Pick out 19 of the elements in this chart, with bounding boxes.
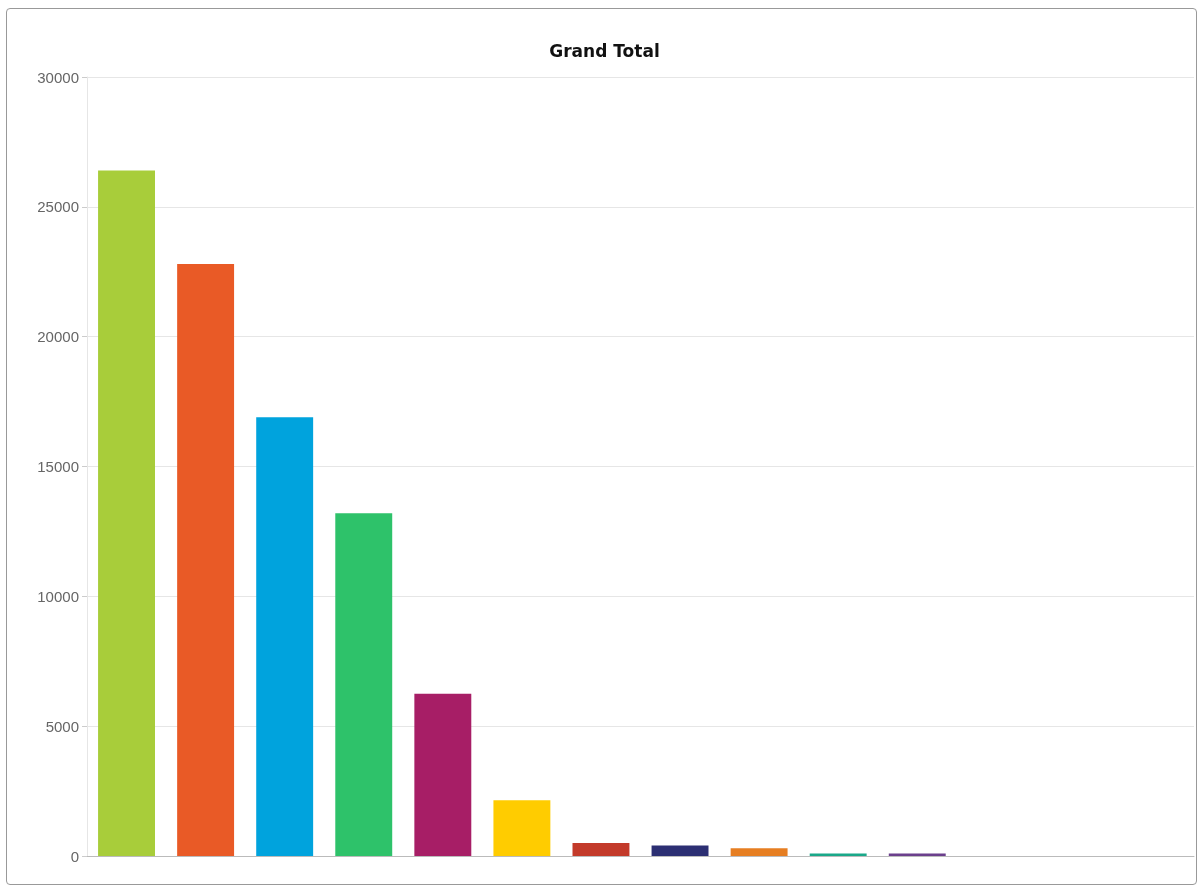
bar <box>177 263 235 856</box>
chart-title: Grand Total <box>549 40 660 61</box>
bar <box>493 800 551 856</box>
bar <box>888 853 946 856</box>
bar <box>809 853 867 856</box>
y-tick-label: 0 <box>70 847 79 865</box>
bar <box>651 845 709 856</box>
y-tick-label: 25000 <box>37 198 79 216</box>
bar <box>335 513 393 856</box>
y-tick-label: 5000 <box>45 717 79 735</box>
bar <box>572 843 630 856</box>
bar <box>730 848 788 856</box>
bar <box>414 693 472 856</box>
bar <box>256 417 314 856</box>
bar <box>98 170 155 856</box>
y-tick-label: 20000 <box>37 328 79 346</box>
y-tick-label: 10000 <box>37 587 79 605</box>
y-tick-label: 15000 <box>37 458 79 475</box>
y-tick-label: 30000 <box>37 68 79 86</box>
